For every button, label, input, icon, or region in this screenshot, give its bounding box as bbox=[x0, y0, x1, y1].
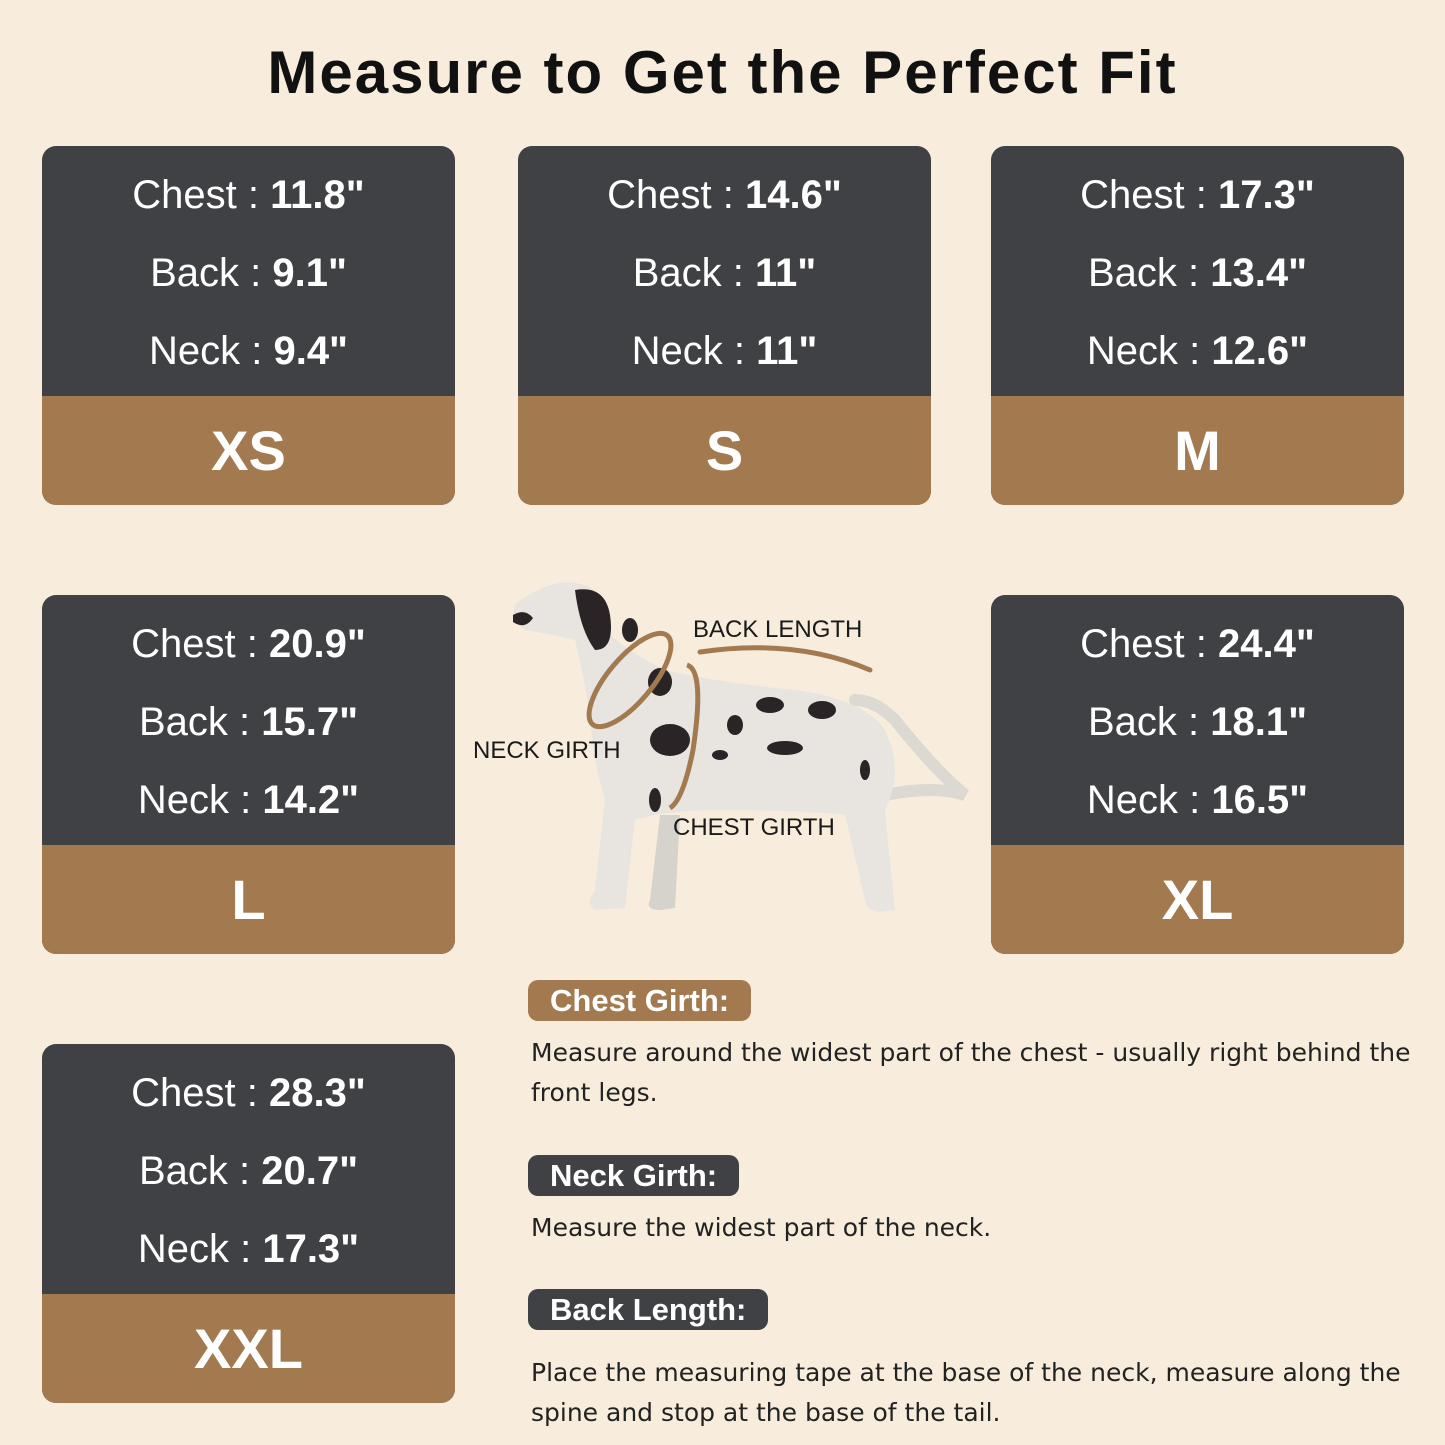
chest-value: 28.3" bbox=[269, 1071, 366, 1115]
chest-value: 24.4" bbox=[1218, 622, 1315, 666]
back-measurement: Back : 11" bbox=[633, 247, 817, 299]
chest-measurement: Chest : 20.9" bbox=[131, 618, 366, 670]
measurements: Chest : 20.9" Back : 15.7" Neck : 14.2" bbox=[42, 595, 455, 845]
back-measurement: Back : 13.4" bbox=[1088, 247, 1307, 299]
size-card-xl: Chest : 24.4" Back : 18.1" Neck : 16.5" XL bbox=[991, 595, 1404, 954]
neck-measurement: Neck : 11" bbox=[632, 325, 818, 377]
size-label: XXL bbox=[42, 1294, 455, 1403]
size-label: XS bbox=[42, 396, 455, 505]
neck-measurement: Neck : 14.2" bbox=[138, 774, 359, 826]
back-value: 20.7" bbox=[261, 1149, 359, 1193]
measurements: Chest : 24.4" Back : 18.1" Neck : 16.5" bbox=[991, 595, 1404, 845]
neck-measurement: Neck : 17.3" bbox=[138, 1223, 359, 1275]
size-card-l: Chest : 20.9" Back : 15.7" Neck : 14.2" L bbox=[42, 595, 455, 954]
chest-measurement: Chest : 24.4" bbox=[1080, 618, 1315, 670]
size-card-m: Chest : 17.3" Back : 13.4" Neck : 12.6" M bbox=[991, 146, 1404, 505]
neck-value: 16.5" bbox=[1211, 778, 1309, 822]
neck-measurement: Neck : 9.4" bbox=[149, 325, 348, 377]
back-measurement: Back : 9.1" bbox=[150, 247, 347, 299]
chest-girth-heading: Chest Girth: bbox=[528, 980, 752, 1021]
back-measurement: Back : 20.7" bbox=[139, 1145, 358, 1197]
chest-label: Chest : bbox=[132, 173, 271, 217]
chest-value: 20.9" bbox=[269, 622, 366, 666]
chest-measurement: Chest : 14.6" bbox=[607, 169, 842, 221]
back-label: Back : bbox=[138, 700, 262, 744]
neck-girth-label: NECK GIRTH bbox=[473, 737, 621, 764]
neck-measurement: Neck : 12.6" bbox=[1087, 325, 1308, 377]
chest-girth-loop bbox=[668, 662, 701, 811]
size-label: L bbox=[42, 845, 455, 954]
neck-label: Neck : bbox=[1086, 778, 1212, 822]
neck-girth-description: Measure the widest part of the neck. bbox=[531, 1213, 992, 1242]
measurements: Chest : 17.3" Back : 13.4" Neck : 12.6" bbox=[991, 146, 1404, 396]
back-value: 18.1" bbox=[1210, 700, 1308, 744]
dalmatian-diagram: BACK LENGTH NECK GIRTH CHEST GIRTH bbox=[473, 582, 969, 912]
size-card-xs: Chest : 11.8" Back : 9.1" Neck : 9.4" XS bbox=[42, 146, 455, 505]
neck-measurement: Neck : 16.5" bbox=[1087, 774, 1308, 826]
back-length-description: Place the measuring tape at the base of … bbox=[531, 1358, 1401, 1427]
chest-measurement: Chest : 17.3" bbox=[1080, 169, 1315, 221]
chest-girth-label: CHEST GIRTH bbox=[673, 814, 835, 841]
size-label: S bbox=[518, 396, 931, 505]
back-label: Back : bbox=[1087, 700, 1211, 744]
chest-girth-description: Measure around the widest part of the ch… bbox=[531, 1038, 1411, 1107]
neck-value: 9.4" bbox=[273, 329, 349, 373]
chest-label: Chest : bbox=[1080, 173, 1218, 217]
neck-value: 17.3" bbox=[262, 1227, 360, 1271]
neck-girth-loop bbox=[586, 630, 674, 730]
chest-label: Chest : bbox=[607, 173, 745, 217]
back-label: Back : bbox=[1087, 251, 1211, 295]
chest-value: 11.8" bbox=[270, 173, 365, 217]
chest-value: 14.6" bbox=[745, 173, 842, 217]
back-length-heading: Back Length: bbox=[528, 1289, 769, 1330]
neck-label: Neck : bbox=[137, 1227, 263, 1271]
measurements: Chest : 14.6" Back : 11" Neck : 11" bbox=[518, 146, 931, 396]
back-label: Back : bbox=[632, 251, 755, 295]
size-card-xxl: Chest : 28.3" Back : 20.7" Neck : 17.3" XXL bbox=[42, 1044, 455, 1403]
chest-measurement: Chest : 11.8" bbox=[132, 169, 364, 221]
neck-value: 14.2" bbox=[262, 778, 360, 822]
neck-label: Neck : bbox=[148, 329, 274, 373]
neck-label: Neck : bbox=[137, 778, 263, 822]
back-measurement: Back : 15.7" bbox=[139, 696, 358, 748]
chest-label: Chest : bbox=[1080, 622, 1218, 666]
back-value: 13.4" bbox=[1210, 251, 1308, 295]
chest-label: Chest : bbox=[131, 622, 269, 666]
back-measurement: Back : 18.1" bbox=[1088, 696, 1307, 748]
neck-value: 12.6" bbox=[1211, 329, 1309, 373]
chest-measurement: Chest : 28.3" bbox=[131, 1067, 366, 1119]
back-value: 15.7" bbox=[261, 700, 359, 744]
neck-value: 11" bbox=[756, 329, 818, 373]
measurements: Chest : 28.3" Back : 20.7" Neck : 17.3" bbox=[42, 1044, 455, 1294]
back-length-line bbox=[697, 645, 873, 673]
size-label: M bbox=[991, 396, 1404, 505]
back-value: 11" bbox=[755, 251, 817, 295]
back-value: 9.1" bbox=[272, 251, 347, 295]
dog-illustration bbox=[513, 582, 969, 912]
neck-label: Neck : bbox=[631, 329, 757, 373]
size-card-s: Chest : 14.6" Back : 11" Neck : 11" S bbox=[518, 146, 931, 505]
neck-girth-heading: Neck Girth: bbox=[528, 1155, 740, 1196]
chest-label: Chest : bbox=[131, 1071, 269, 1115]
back-length-label: BACK LENGTH bbox=[693, 616, 862, 643]
neck-label: Neck : bbox=[1086, 329, 1212, 373]
page-title: Measure to Get the Perfect Fit bbox=[267, 39, 1178, 106]
chest-value: 17.3" bbox=[1218, 173, 1315, 217]
size-label: XL bbox=[991, 845, 1404, 954]
back-label: Back : bbox=[150, 251, 273, 295]
measurements: Chest : 11.8" Back : 9.1" Neck : 9.4" bbox=[42, 146, 455, 396]
back-label: Back : bbox=[138, 1149, 262, 1193]
